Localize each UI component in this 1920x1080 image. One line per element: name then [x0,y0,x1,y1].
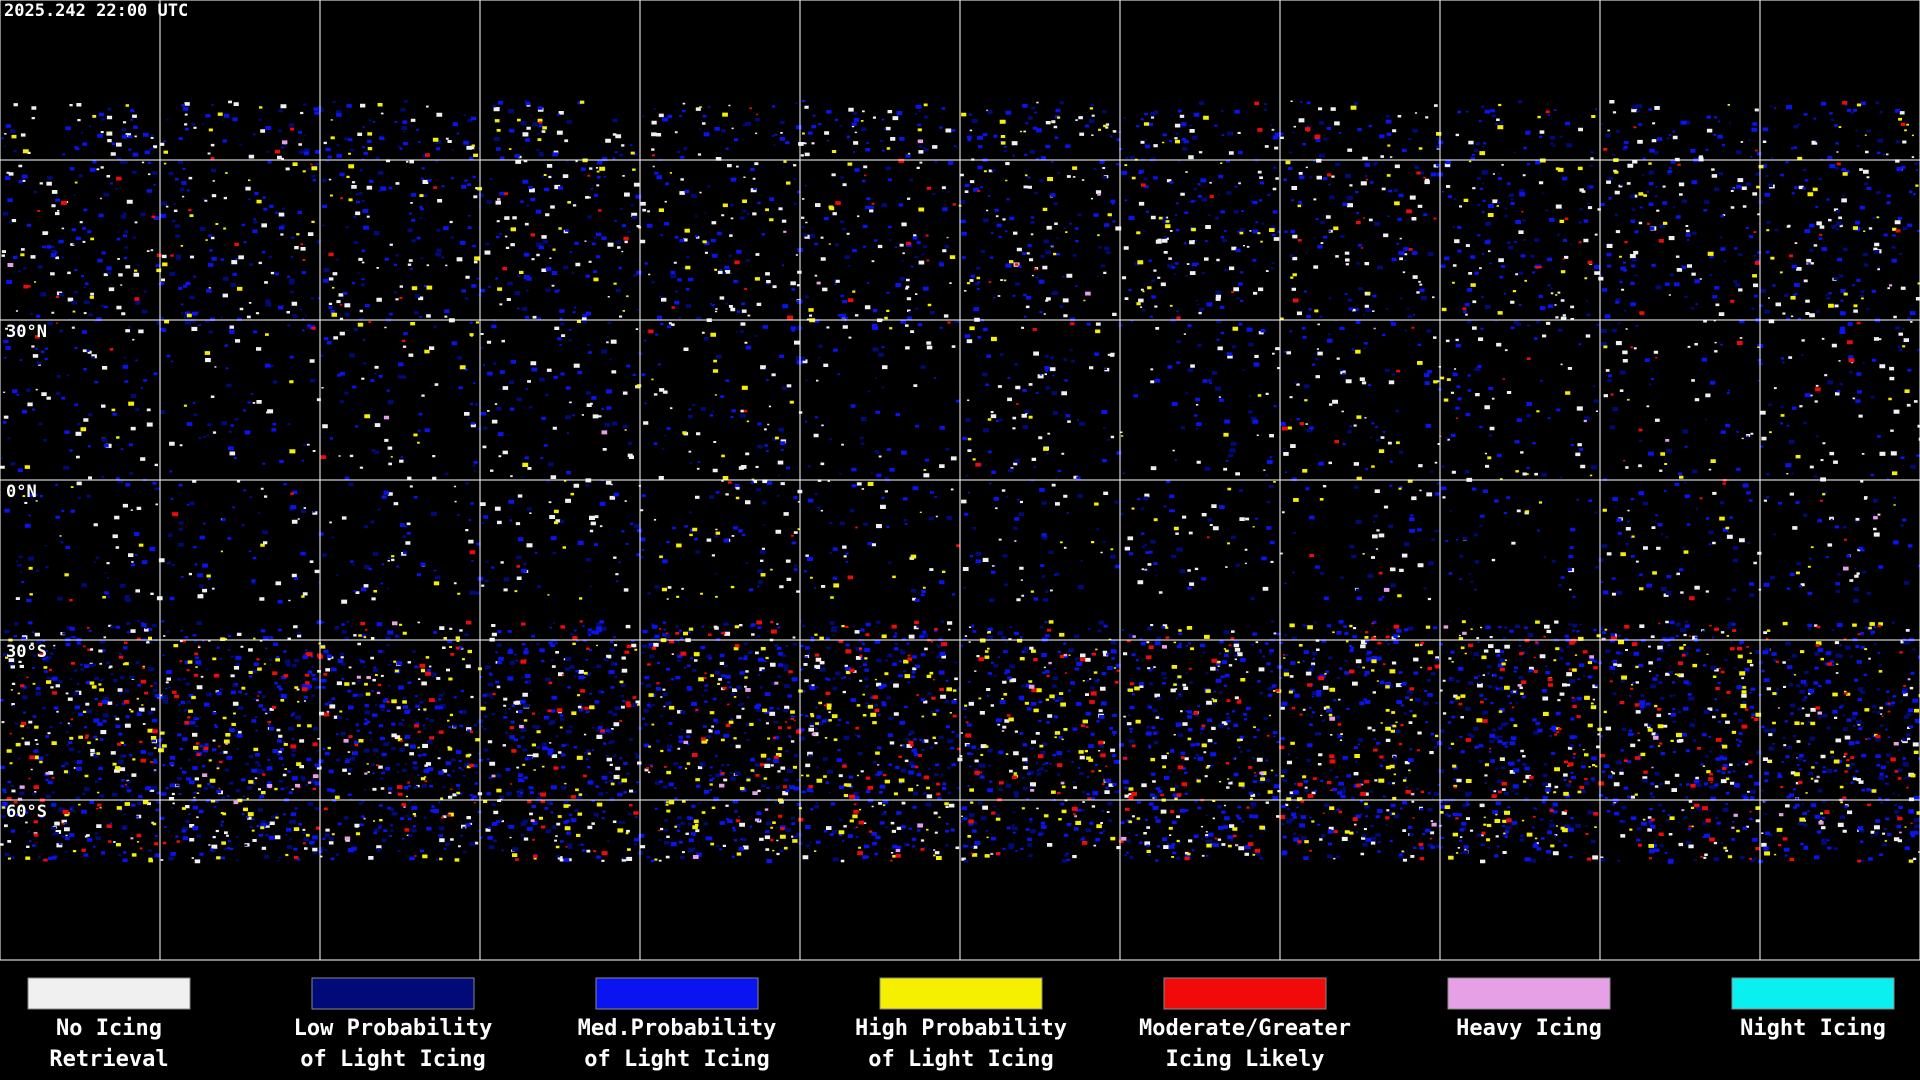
graticule [0,0,1920,960]
legend-swatch [1447,977,1611,1010]
legend-swatch [1731,977,1895,1010]
legend-swatch [27,977,191,1010]
legend-swatch [879,977,1043,1010]
legend-label: High Probability [855,1016,1067,1041]
map-frame [0,0,1920,961]
legend-label: of Light Icing [868,1047,1053,1072]
legend-swatch [595,977,759,1010]
latitude-label: 30°N [6,322,47,342]
latitude-label: 0°N [6,482,37,502]
latitude-labels: 30°N 0°N 30°S 60°S [6,322,47,822]
legend-label: Night Icing [1740,1016,1886,1041]
legend-label: of Light Icing [584,1047,769,1072]
legend-label: Icing Likely [1166,1047,1325,1072]
latitude-label: 60°S [6,802,47,822]
latitude-label: 30°S [6,642,47,662]
legend-label: No Icing [56,1016,162,1041]
legend-swatch [311,977,475,1010]
legend: No Icing Retrieval Low Probability of Light… [27,977,1895,1072]
legend-label: Med.Probability [578,1016,777,1041]
legend-label: Moderate/Greater [1139,1016,1351,1041]
legend-label: Heavy Icing [1456,1016,1602,1041]
legend-label: Retrieval [49,1047,168,1072]
timestamp: 2025.242 22:00 UTC [4,1,188,21]
legend-label: of Light Icing [300,1047,485,1072]
legend-label: Low Probability [294,1016,493,1041]
legend-swatch [1163,977,1327,1010]
